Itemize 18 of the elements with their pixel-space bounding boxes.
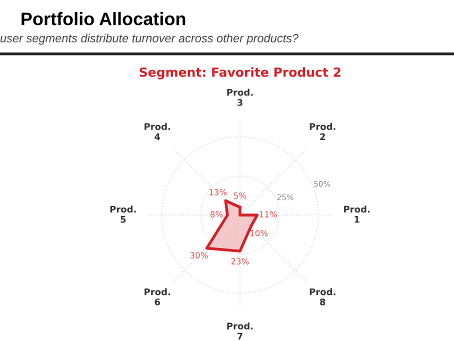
spoke-label: Prod. 6 xyxy=(144,288,170,306)
text: Segment: Favorite Product 2 xyxy=(140,67,340,80)
data-label: 30% xyxy=(190,252,208,258)
data-label: 23% xyxy=(231,258,249,264)
spoke-label: Prod. 2 xyxy=(310,123,336,140)
spoke-label: Prod. 1 xyxy=(344,206,370,223)
chart-subtitle: user segments distribute turnover across other products? xyxy=(0,34,299,45)
spoke-label: Prod. 4 xyxy=(144,123,170,140)
spoke-label: Prod. 8 xyxy=(310,288,336,306)
spoke-label: Prod. 5 xyxy=(110,206,136,223)
chart-title: Portfolio Allocation xyxy=(22,12,186,26)
data-label: 10% xyxy=(250,230,268,236)
data-label: 13% xyxy=(209,189,227,196)
data-label: 11% xyxy=(260,211,277,218)
spoke-label: Prod. 7 xyxy=(227,322,253,340)
data-label: 8% xyxy=(210,211,223,218)
spoke-label: Prod. 3 xyxy=(227,88,253,106)
data-label: 5% xyxy=(234,192,246,199)
